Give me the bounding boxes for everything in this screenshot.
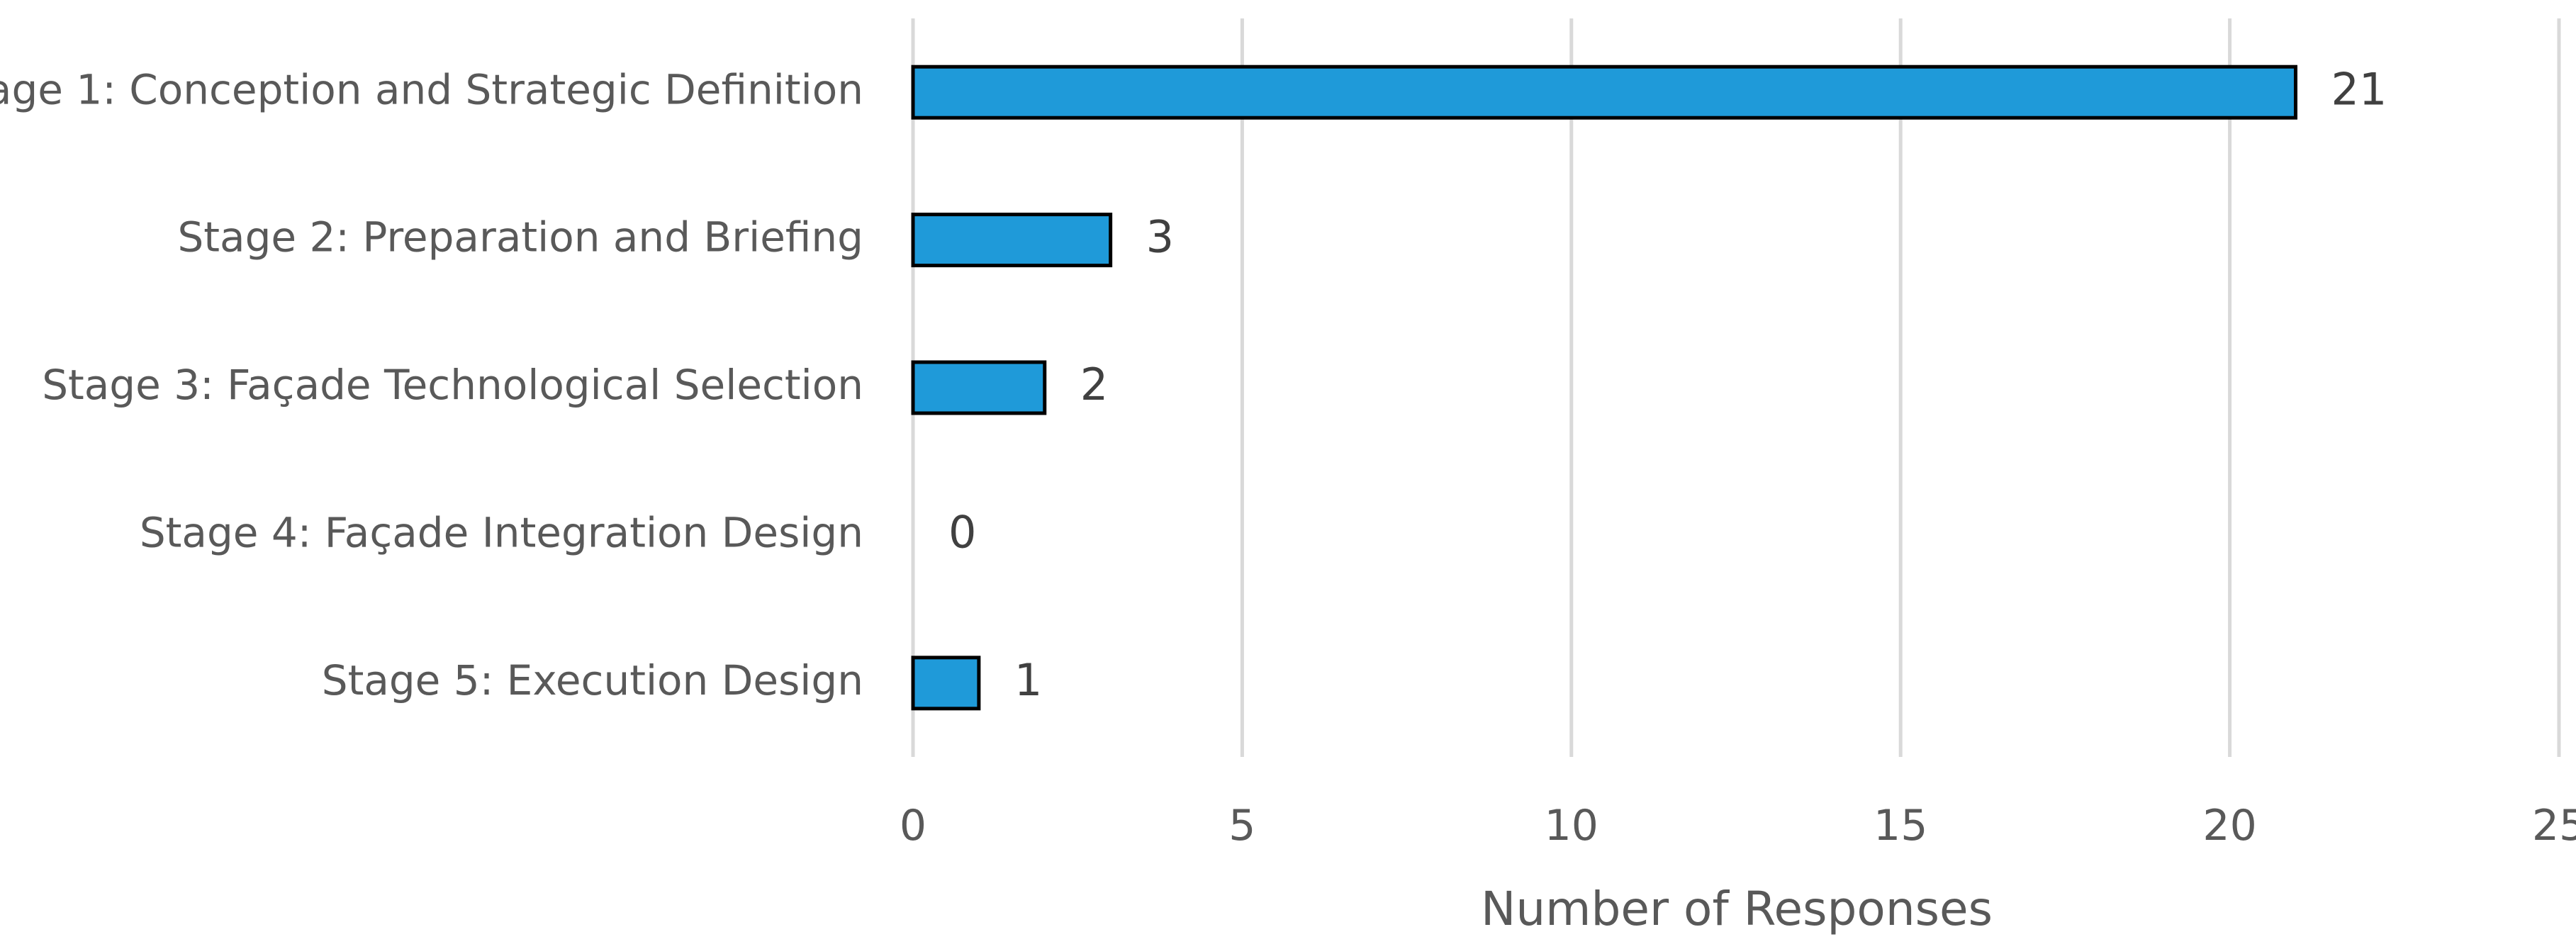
category-label: Stage 2: Preparation and Briefing — [177, 213, 863, 262]
bar — [911, 64, 2297, 120]
bar — [911, 213, 1113, 268]
x-tick-label: 5 — [1228, 801, 1255, 850]
data-label: 2 — [1080, 359, 1108, 410]
x-tick-labels: 0 5 10 15 20 25 — [900, 801, 2576, 850]
bars — [911, 64, 2297, 711]
category-label: Stage 3: Façade Technological Selection — [42, 361, 863, 409]
data-label: 1 — [1014, 654, 1042, 706]
gridlines — [911, 18, 2561, 757]
category-label: Stage 1: Conception and Strategic Defini… — [0, 65, 863, 113]
data-labels: 21 3 2 0 1 — [948, 63, 2387, 706]
data-label: 0 — [948, 506, 976, 558]
x-tick-label: 10 — [1545, 801, 1598, 850]
x-tick-label: 0 — [900, 801, 926, 850]
category-label: Stage 5: Execution Design — [322, 656, 863, 704]
bar — [911, 656, 981, 711]
data-label: 21 — [2331, 63, 2387, 115]
category-labels: Stage 1: Conception and Strategic Defini… — [0, 65, 863, 704]
x-tick-label: 15 — [1874, 801, 1927, 850]
category-label: Stage 4: Façade Integration Design — [140, 509, 863, 557]
x-axis-title: Number of Responses — [1481, 882, 1993, 936]
data-label: 3 — [1146, 211, 1174, 263]
bar — [911, 360, 1047, 415]
x-tick-label: 20 — [2202, 801, 2256, 850]
x-tick-label: 25 — [2532, 801, 2576, 850]
